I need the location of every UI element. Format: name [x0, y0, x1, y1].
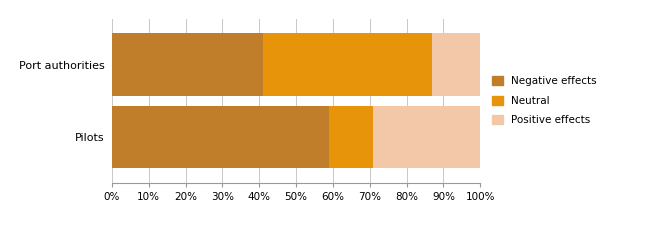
Bar	[329, 106, 374, 168]
Bar	[374, 106, 480, 168]
Legend: Negative effects, Neutral, Positive effects: Negative effects, Neutral, Positive effe…	[490, 73, 600, 128]
Bar	[263, 33, 432, 96]
Bar	[112, 106, 329, 168]
Bar	[112, 33, 263, 96]
Bar	[432, 33, 480, 96]
